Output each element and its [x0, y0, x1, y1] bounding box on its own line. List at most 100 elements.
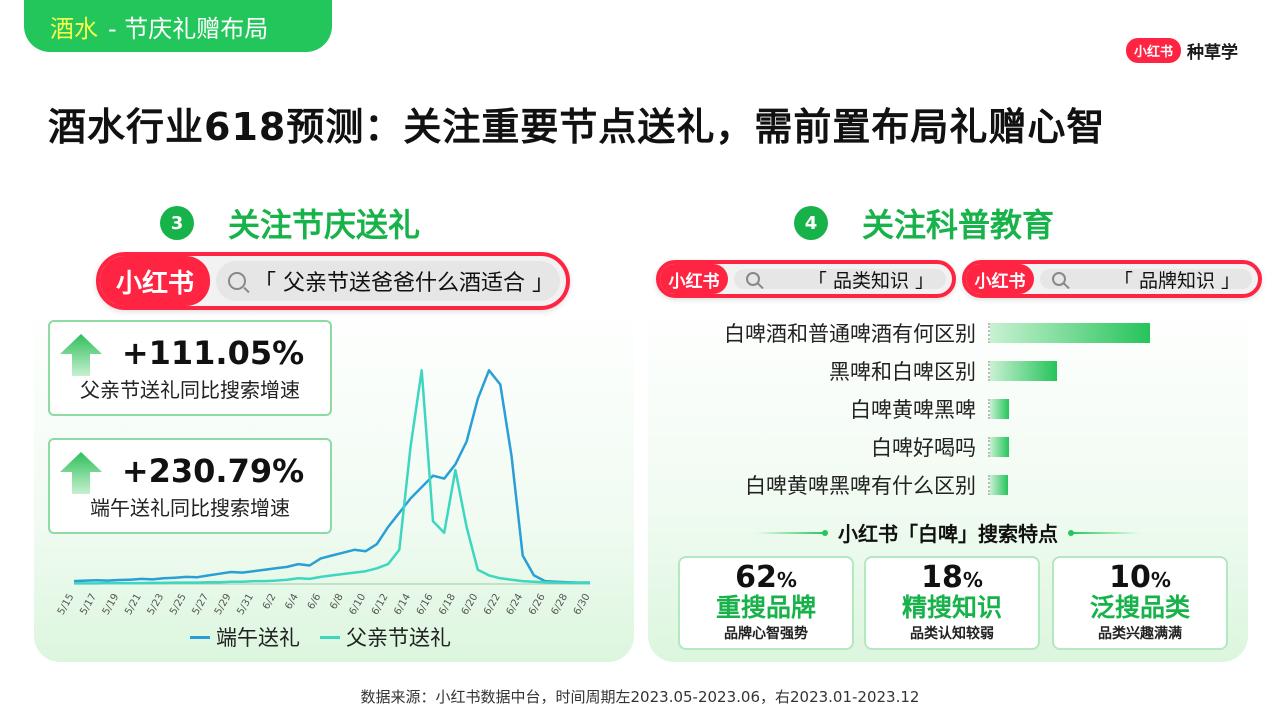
x-tick-label: 5/17: [78, 592, 99, 617]
x-tick-label: 6/30: [572, 592, 593, 617]
feature-heading: 小红书「白啤」搜索特点: [648, 518, 1248, 547]
stat-label: 端午送礼同比搜索增速: [90, 495, 290, 520]
search-trend-chart: 5/15 5/17 5/19 5/21 5/23 5/25 5/27 5/29 5/31 6/2 6…: [56, 369, 593, 617]
feature-sub: 品牌心智强势: [724, 626, 808, 642]
stat-card-dragon-boat: +230.79% 端午送礼同比搜索增速: [48, 438, 332, 534]
brand-text: 种草学: [1187, 43, 1238, 63]
data-source-note: 数据来源：小红书数据中台，时间周期左2023.05-2023.06，右2023.…: [360, 688, 920, 706]
section-tag: 酒水 - 节庆礼赠布局: [24, 0, 332, 52]
x-tick-label: 6/14: [392, 592, 413, 617]
legend-label: 端午送礼: [216, 626, 300, 650]
right-section-number: 4: [794, 206, 828, 240]
search-query: 「 品类知识 」: [807, 269, 934, 292]
search-icon: [1052, 272, 1066, 286]
brand-badge: 小红书: [1125, 38, 1181, 63]
stat-card-fathers-day: +111.05% 父亲节送礼同比搜索增速: [48, 320, 332, 416]
bar-row: 白啤酒和普通啤酒有何区别: [648, 318, 1168, 348]
left-section-number: 3: [160, 206, 194, 240]
legend-swatch: [190, 635, 210, 639]
x-tick-label: 6/18: [437, 592, 458, 617]
search-input[interactable]: 「 品牌知识 」: [1040, 269, 1252, 292]
feature-card: 18% 精搜知识 品类认知较弱: [864, 556, 1040, 650]
feature-card: 10% 泛搜品类 品类兴趣满满: [1052, 556, 1228, 650]
brand-logo: 小红书 种草学: [1125, 38, 1238, 63]
series-line-1: [74, 369, 591, 585]
left-section-title-text: 关注节庆送礼: [228, 206, 421, 244]
x-tick-label: 5/27: [190, 592, 211, 617]
feature-percent: 10%: [1109, 560, 1171, 595]
bar-label: 白啤黄啤黑啤: [850, 398, 976, 422]
x-tick-label: 5/23: [146, 592, 167, 617]
legend-item-father: 父亲节送礼: [320, 622, 451, 652]
category-search-bar[interactable]: 小红书 「 品类知识 」: [656, 260, 956, 298]
legend-label: 父亲节送礼: [346, 626, 451, 650]
feature-sub: 品类认知较弱: [910, 626, 994, 642]
x-tick-label: 5/31: [235, 592, 256, 617]
bar-row: 黑啤和白啤区别: [648, 356, 1168, 386]
x-tick-label: 6/4: [283, 592, 301, 611]
search-bar-logo: 小红书: [100, 256, 210, 306]
legend-item-dragon: 端午送礼: [190, 622, 300, 652]
x-tick-label: 5/19: [101, 592, 122, 617]
bar-fill: [990, 323, 1150, 343]
bar-fill: [990, 437, 1010, 457]
feature-heading-text: 小红书「白啤」搜索特点: [838, 522, 1058, 546]
search-icon: [746, 272, 760, 286]
x-tick-label: 6/24: [505, 592, 526, 617]
bar-track: [988, 437, 1168, 457]
bar-row: 白啤好喝吗: [648, 432, 1168, 462]
feature-percent: 62%: [735, 560, 797, 595]
search-query: 「 父亲节送爸爸什么酒适合 」: [254, 271, 554, 296]
bar-row: 白啤黄啤黑啤: [648, 394, 1168, 424]
bar-fill: [990, 475, 1008, 495]
feature-main: 精搜知识: [901, 593, 1002, 622]
x-tick-label: 6/2: [261, 592, 279, 611]
legend-swatch: [320, 635, 340, 639]
search-input[interactable]: 「 品类知识 」: [734, 269, 946, 292]
page-title: 酒水行业618预测：关注重要节点送礼，需前置布局礼赠心智: [48, 105, 1106, 149]
bar-track: [988, 475, 1168, 495]
divider: [756, 529, 828, 536]
x-tick-label: 6/20: [460, 592, 481, 617]
right-section-title-text: 关注科普教育: [862, 206, 1055, 244]
left-section-title: 3 关注节庆送礼: [160, 200, 420, 246]
bar-track: [988, 323, 1168, 343]
search-icon: [228, 272, 246, 290]
bar-label: 白啤好喝吗: [871, 436, 976, 460]
x-tick-label: 6/22: [482, 592, 503, 617]
bar-fill: [990, 399, 1010, 419]
search-bar-logo: 小红书: [660, 264, 728, 294]
arrow-up-icon: [60, 452, 102, 494]
series-line-0: [73, 369, 590, 584]
section-tag-highlight: 酒水: [50, 14, 98, 43]
x-tick-label: 6/8: [328, 592, 346, 611]
x-tick-label: 5/21: [123, 592, 144, 617]
stat-value: +111.05%: [121, 333, 305, 372]
x-tick-label: 5/29: [213, 592, 234, 617]
brand-search-bar[interactable]: 小红书 「 品牌知识 」: [962, 260, 1262, 298]
x-tick-label: 6/16: [415, 592, 436, 617]
search-input[interactable]: 「 父亲节送爸爸什么酒适合 」: [216, 261, 560, 301]
bar-label: 白啤酒和普通啤酒有何区别: [724, 322, 976, 346]
bar-label: 黑啤和白啤区别: [829, 360, 976, 384]
x-tick-label: 5/25: [168, 592, 189, 617]
left-search-bar[interactable]: 小红书 「 父亲节送爸爸什么酒适合 」: [96, 252, 570, 310]
divider: [1068, 529, 1140, 536]
x-tick-label: 6/6: [306, 592, 324, 611]
bar-track: [988, 361, 1168, 381]
x-tick-label: 6/12: [370, 592, 391, 617]
x-tick-label: 5/15: [56, 592, 77, 617]
chart-legend: 端午送礼 父亲节送礼: [190, 622, 451, 652]
search-bar-logo: 小红书: [966, 264, 1034, 294]
bar-label: 白啤黄啤黑啤有什么区别: [745, 474, 976, 498]
feature-card: 62% 重搜品牌 品牌心智强势: [678, 556, 854, 650]
bar-track: [988, 399, 1168, 419]
x-tick-label: 6/26: [527, 592, 548, 617]
feature-main: 泛搜品类: [1089, 593, 1190, 622]
feature-sub: 品类兴趣满满: [1098, 626, 1182, 642]
right-section-title: 4 关注科普教育: [794, 200, 1054, 246]
bar-row: 白啤黄啤黑啤有什么区别: [648, 470, 1168, 500]
x-tick-label: 6/10: [347, 592, 368, 617]
stat-label: 父亲节送礼同比搜索增速: [80, 377, 300, 402]
x-tick-label: 6/28: [549, 592, 570, 617]
